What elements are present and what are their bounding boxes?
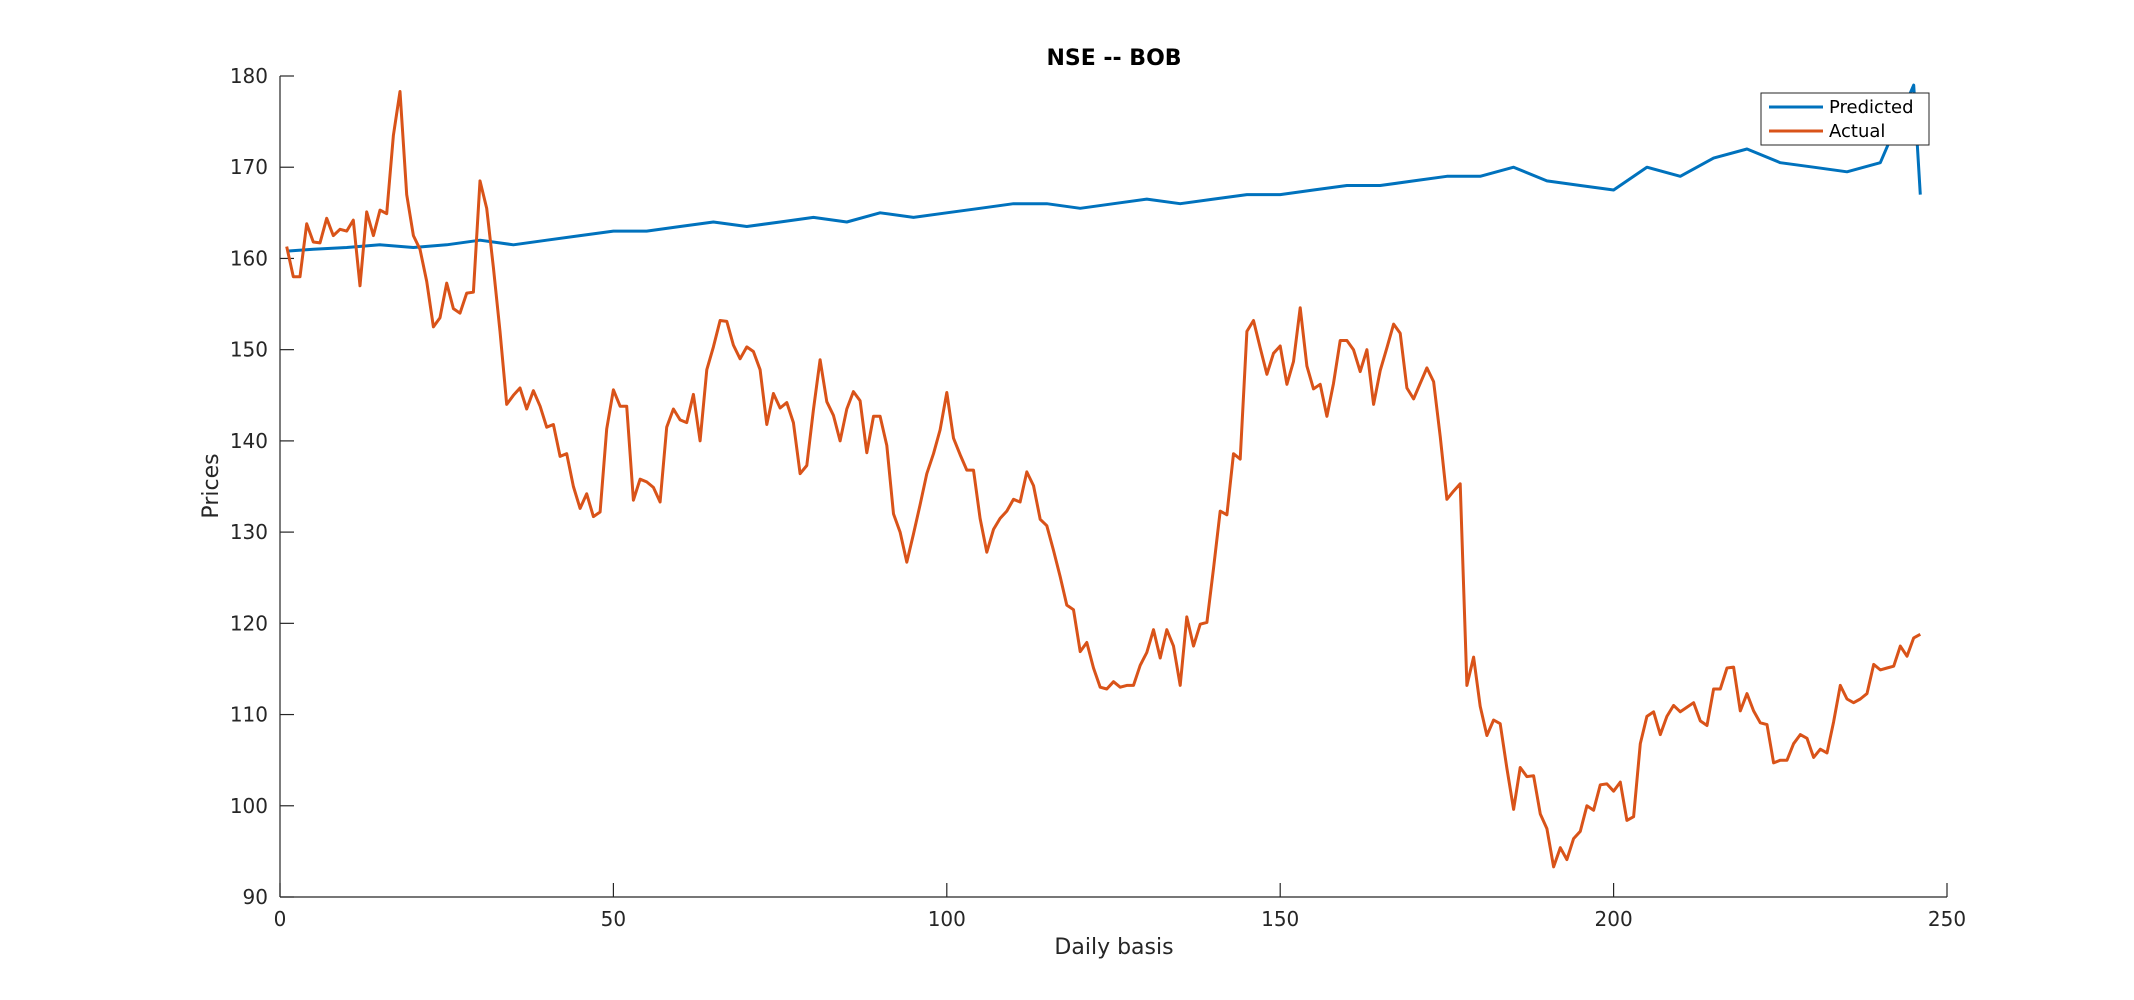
legend: Predicted Actual — [1760, 92, 1930, 146]
legend-box — [1760, 92, 1930, 146]
y-tick-label: 170 — [230, 155, 268, 179]
y-tick-label: 130 — [230, 520, 268, 544]
y-tick-label: 140 — [230, 429, 268, 453]
x-axis-label: Daily basis — [1054, 935, 1173, 960]
series-line-actual — [285, 90, 1922, 869]
x-tick-label: 150 — [1261, 907, 1299, 931]
y-tick-label: 180 — [230, 64, 268, 88]
x-tick-label: 250 — [1928, 907, 1966, 931]
x-tick-label: 100 — [928, 907, 966, 931]
y-tick-label: 90 — [243, 885, 268, 909]
x-tick-label: 0 — [274, 907, 287, 931]
series-line-predicted — [286, 83, 1922, 253]
chart-title: NSE -- BOB — [1046, 46, 1181, 71]
y-tick-label: 110 — [230, 703, 268, 727]
series-lines — [285, 83, 1922, 869]
x-tick-label: 50 — [601, 907, 626, 931]
y-tick-label: 160 — [230, 246, 268, 270]
y-tick-label: 150 — [230, 338, 268, 362]
y-tick-label: 100 — [230, 794, 268, 818]
axes: 0 50 100 150 200 250 90 100 110 120 130 140 150 160 17… — [230, 64, 1966, 931]
x-tick-label: 200 — [1595, 907, 1633, 931]
legend-label: Predicted — [1829, 97, 1914, 118]
y-axis-label: Prices — [199, 453, 224, 518]
y-tick-label: 120 — [230, 611, 268, 635]
legend-label: Actual — [1829, 121, 1885, 142]
